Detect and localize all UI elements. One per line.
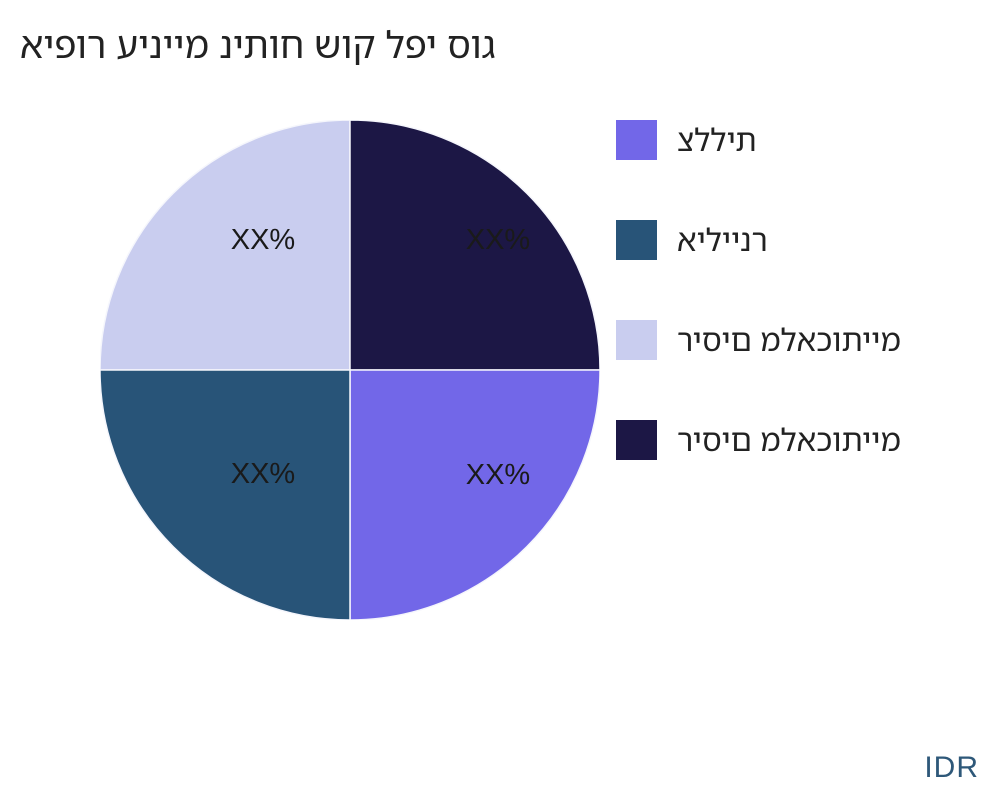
svg-text:XX%: XX% bbox=[231, 458, 295, 490]
svg-text:XX%: XX% bbox=[231, 224, 295, 256]
svg-text:XX%: XX% bbox=[466, 459, 530, 491]
svg-text:XX%: XX% bbox=[466, 224, 530, 256]
